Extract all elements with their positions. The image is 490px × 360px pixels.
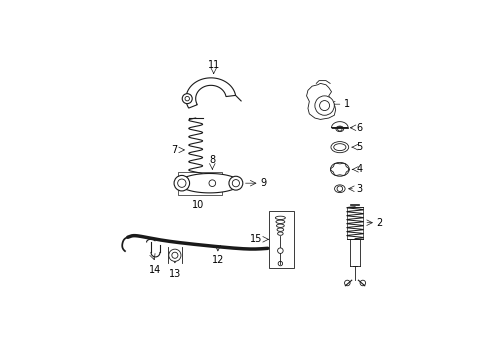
Ellipse shape (169, 249, 181, 261)
Text: 12: 12 (212, 255, 224, 265)
Text: 13: 13 (169, 269, 181, 279)
Text: 8: 8 (209, 155, 216, 165)
Text: 7: 7 (172, 145, 178, 155)
Polygon shape (186, 78, 236, 108)
Polygon shape (307, 84, 336, 120)
Text: 15: 15 (250, 234, 262, 244)
Text: 5: 5 (356, 142, 363, 152)
Circle shape (278, 248, 283, 253)
Text: 3: 3 (356, 184, 363, 194)
Polygon shape (179, 174, 240, 193)
Circle shape (182, 94, 192, 104)
Text: 1: 1 (344, 99, 350, 109)
Text: 6: 6 (356, 123, 363, 133)
Text: 2: 2 (376, 218, 382, 228)
Polygon shape (332, 122, 348, 128)
Text: 11: 11 (208, 59, 220, 69)
Bar (178, 172, 221, 195)
Text: 4: 4 (356, 164, 363, 174)
Text: 9: 9 (261, 178, 267, 188)
Bar (269, 211, 294, 268)
Circle shape (229, 176, 243, 190)
Text: 14: 14 (149, 265, 162, 275)
Text: 10: 10 (193, 200, 205, 210)
Circle shape (174, 175, 190, 191)
Circle shape (315, 96, 334, 115)
